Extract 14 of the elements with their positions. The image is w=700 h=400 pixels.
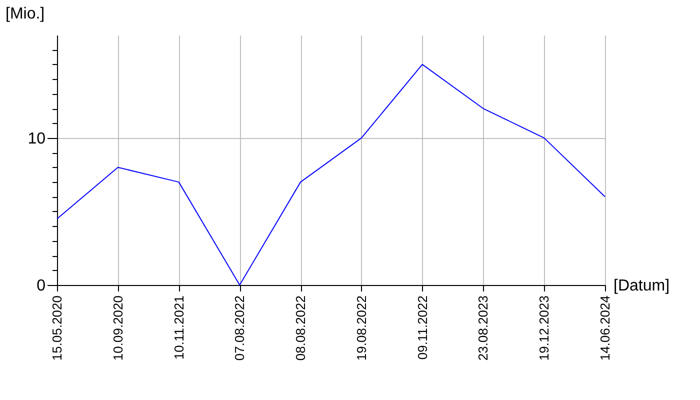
- x-tick-label: 23.08.2023: [476, 296, 491, 361]
- x-tick-label: 15.05.2020: [50, 296, 64, 361]
- x-tick-label: 14.06.2024: [598, 296, 612, 361]
- x-tick-label: 09.11.2022: [414, 296, 430, 360]
- y-tick-label: 10: [28, 130, 46, 148]
- x-axis-title: [Datum]: [614, 278, 670, 294]
- x-tick-label: 10.11.2021: [171, 296, 186, 360]
- x-tick-label: 19.08.2022: [354, 296, 369, 361]
- x-tick-label: 19.12.2023: [536, 296, 552, 361]
- x-tick-label: 08.08.2022: [293, 296, 308, 361]
- x-tick-label: 07.08.2022: [232, 296, 248, 361]
- x-tick-label: 10.09.2020: [110, 296, 126, 361]
- y-axis-title: [Mio.]: [6, 6, 45, 22]
- y-tick-label: 0: [36, 278, 46, 294]
